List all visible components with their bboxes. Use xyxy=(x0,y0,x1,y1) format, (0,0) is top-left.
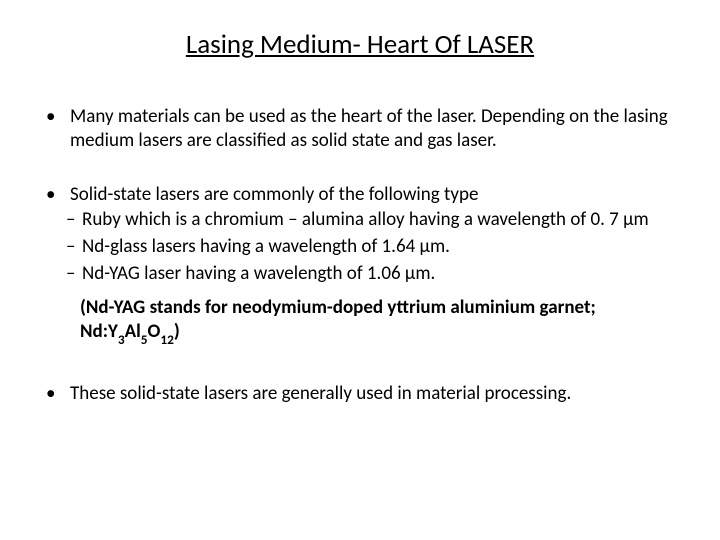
bullet-marker: – xyxy=(40,235,70,260)
bullet-marker: • xyxy=(40,105,70,153)
bullet-text: Solid-state lasers are commonly of the f… xyxy=(70,183,680,207)
bullet-text: Ruby which is a chromium – alumina alloy… xyxy=(70,208,680,233)
bullet-item: • Solid-state lasers are commonly of the… xyxy=(40,183,680,207)
bullet-marker: • xyxy=(40,183,70,207)
slide-title: Lasing Medium- Heart Of LASER xyxy=(40,28,680,61)
bullet-text: Nd-glass lasers having a wavelength of 1… xyxy=(70,235,680,260)
subscript: 12 xyxy=(160,331,173,348)
bullet-text: These solid-state lasers are generally u… xyxy=(70,382,680,406)
bullet-item: • Many materials can be used as the hear… xyxy=(40,105,680,153)
subscript: 3 xyxy=(118,331,125,348)
bullet-group: • Solid-state lasers are commonly of the… xyxy=(40,183,680,287)
bullet-item: • These solid-state lasers are generally… xyxy=(40,382,680,406)
sub-bullet-item: – Ruby which is a chromium – alumina all… xyxy=(40,208,680,233)
note-part: Al xyxy=(125,320,141,343)
bullet-text: Nd-YAG laser having a wavelength of 1.06… xyxy=(70,262,680,287)
bullet-marker: • xyxy=(40,382,70,406)
note-text: (Nd-YAG stands for neodymium-doped yttri… xyxy=(40,296,680,346)
bullet-marker: – xyxy=(40,208,70,233)
sub-bullet-item: – Nd-YAG laser having a wavelength of 1.… xyxy=(40,262,680,287)
sub-bullet-item: – Nd-glass lasers having a wavelength of… xyxy=(40,235,680,260)
bullet-marker: – xyxy=(40,262,70,287)
bullet-text: Many materials can be used as the heart … xyxy=(70,105,680,153)
note-part: ) xyxy=(174,320,180,343)
subscript: 5 xyxy=(141,331,148,348)
note-part: O xyxy=(148,320,161,343)
